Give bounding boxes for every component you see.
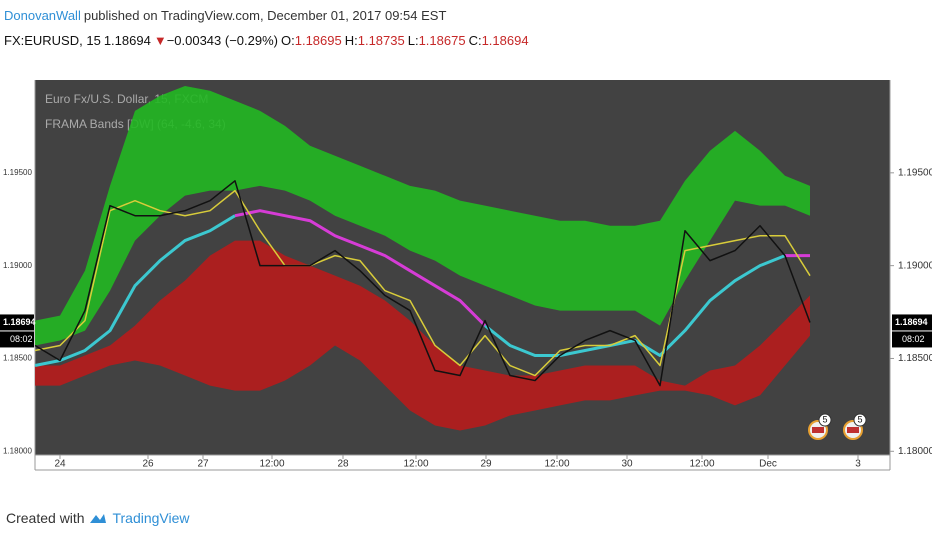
quote-line: FX:EURUSD, 15 1.18694 ▼−0.00343 (−0.29%) O:… [4, 33, 532, 48]
x-tick-label: 3 [855, 459, 861, 470]
last-price-box [0, 314, 34, 331]
x-tick-label: 29 [480, 459, 492, 470]
last: 1.18694 [103, 33, 151, 48]
x-tick-label: 12:00 [259, 459, 284, 470]
open: 1.18695 [294, 33, 342, 48]
event-badge [818, 413, 832, 427]
publish-line: DonovanWall published on TradingView.com,… [4, 8, 449, 23]
countdown-box [0, 331, 34, 348]
x-tick-label: 27 [197, 459, 209, 470]
l-label: L: [407, 33, 419, 48]
last-price: 1.18694 [895, 317, 928, 327]
band [35, 240, 810, 431]
close: 1.18694 [481, 33, 529, 48]
x-tick-label: 30 [621, 459, 633, 470]
y-tick-label-left: 1.18000 [3, 446, 32, 455]
y-tick-label: 1.18500 [898, 353, 932, 364]
x-tick-label: 28 [337, 459, 349, 470]
y-tick-label-left: 1.19000 [3, 261, 32, 270]
y-tick-label-left: 1.18500 [3, 354, 32, 363]
last-price-box [892, 314, 932, 331]
x-tick-label: 12:00 [544, 459, 569, 470]
high: 1.18735 [357, 33, 405, 48]
x-tick-label: 12:00 [403, 459, 428, 470]
last-price: 1.18694 [3, 317, 36, 327]
series-line [34, 180, 811, 387]
event-stripe [812, 427, 824, 433]
symbol: FX:EURUSD, 15 [4, 33, 101, 48]
chart: Euro Fx/U.S. Dollar, 15, FXCM FRAMA Band… [0, 80, 932, 471]
y-tick-label: 1.19500 [898, 167, 932, 178]
h-label: H: [344, 33, 358, 48]
countdown-box [892, 331, 932, 348]
o-label: O: [281, 33, 295, 48]
event-count: 5 [822, 414, 827, 424]
brand[interactable]: TradingView [112, 510, 190, 526]
arrow: ▼ [153, 33, 167, 48]
x-tick-label: 12:00 [689, 459, 714, 470]
brand-logo [90, 514, 106, 523]
band [35, 85, 810, 346]
event-badge [853, 413, 867, 427]
footer-prefix: Created with [6, 510, 85, 526]
event-count: 5 [857, 414, 862, 424]
change: −0.00343 (−0.29%) [166, 33, 278, 48]
c-label: C: [468, 33, 482, 48]
low: 1.18675 [418, 33, 466, 48]
published: published on TradingView.com, December 0… [83, 8, 447, 23]
event-stripe [847, 427, 859, 433]
countdown: 08:02 [902, 334, 925, 344]
x-tick-label: 26 [142, 459, 154, 470]
countdown: 08:02 [10, 334, 33, 344]
y-tick-label: 1.18000 [898, 446, 932, 457]
footer: Created with TradingView [6, 510, 190, 526]
logo-shape [90, 514, 106, 523]
x-tick-label: Dec [759, 459, 777, 470]
author[interactable]: DonovanWall [4, 8, 81, 23]
y-tick-label-left: 1.19500 [3, 168, 32, 177]
y-tick-label: 1.19000 [898, 260, 932, 271]
series-line [34, 189, 811, 377]
x-tick-label: 24 [54, 459, 66, 470]
